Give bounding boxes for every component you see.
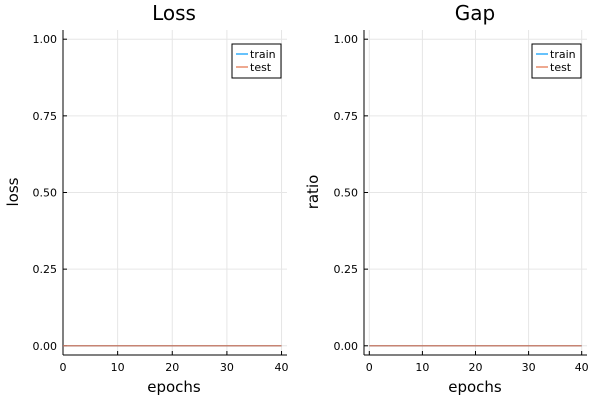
gap-x-tick-label: 20: [469, 361, 483, 374]
loss-y-tick-label: 1.00: [33, 33, 58, 46]
loss-x-tick-label: 20: [165, 361, 179, 374]
loss-panel: Loss epochs loss 0 10 20 30 40 0.00 0.25 0.50 0.…: [4, 1, 289, 396]
gap-chart-title: Gap: [455, 1, 495, 25]
loss-x-tick-label: 30: [220, 361, 234, 374]
loss-x-tick-label: 40: [275, 361, 289, 374]
gap-legend-label-test: test: [550, 61, 572, 74]
loss-legend-label-train: train: [250, 48, 276, 61]
gap-y-tick-label: 0.00: [334, 340, 359, 353]
gap-y-axis-label: ratio: [304, 175, 322, 210]
loss-y-tick-label: 0.25: [33, 263, 58, 276]
gap-y-tick-label: 0.50: [334, 187, 359, 200]
gap-y-tick-label: 1.00: [334, 33, 359, 46]
gap-y-tick-label: 0.25: [334, 263, 359, 276]
loss-y-tick-label: 0.50: [33, 187, 58, 200]
gap-legend-label-train: train: [550, 48, 576, 61]
loss-x-axis-label: epochs: [147, 378, 201, 396]
loss-legend-label-test: test: [250, 61, 272, 74]
loss-y-tick-label: 0.75: [33, 110, 58, 123]
loss-y-tick-label: 0.00: [33, 340, 58, 353]
gap-x-tick-label: 30: [522, 361, 536, 374]
gap-legend-box: [531, 43, 582, 79]
loss-y-axis-label: loss: [4, 177, 22, 206]
loss-x-tick-label: 0: [60, 361, 67, 374]
gap-y-tick-label: 0.75: [334, 110, 359, 123]
gap-x-tick-label: 40: [575, 361, 589, 374]
loss-chart-title: Loss: [152, 1, 196, 25]
loss-x-tick-label: 10: [111, 361, 125, 374]
loss-legend-box: [231, 43, 282, 79]
gap-x-tick-label: 0: [366, 361, 373, 374]
gap-x-tick-label: 10: [415, 361, 429, 374]
gap-x-axis-label: epochs: [448, 378, 502, 396]
gap-panel: Gap epochs ratio 0 10 20 30 40 0.00 0.25 0.50 0.…: [304, 1, 589, 396]
